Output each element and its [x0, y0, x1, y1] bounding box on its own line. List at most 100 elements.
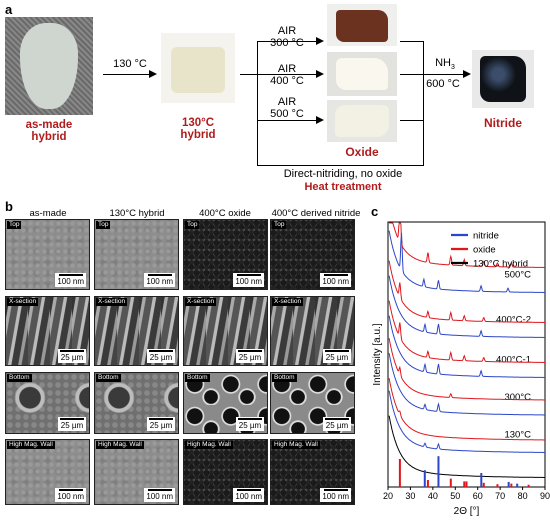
as-made-film	[20, 23, 78, 109]
micrograph-r2-c3: X-section 25 µm	[183, 296, 268, 366]
micrograph-r3-c4: Bottom 25 µm	[270, 372, 355, 434]
scale-bar: 100 nm	[144, 273, 175, 287]
scale-bar: 25 µm	[323, 417, 351, 431]
air-300-line2: 300 °C	[270, 37, 304, 49]
bracket-mid	[400, 74, 423, 75]
arrow-nh3-line	[423, 74, 463, 75]
reference-bar-oxide	[482, 482, 485, 487]
micrograph-tag: X-section	[96, 298, 128, 306]
x-tick-label: 20	[383, 491, 393, 501]
reference-bar-oxide	[463, 481, 466, 487]
reference-bar-nitride	[507, 481, 510, 487]
nitride-film	[480, 56, 526, 102]
scale-bar-label: 25 µm	[325, 421, 349, 430]
curve-label: 130°C	[504, 430, 531, 441]
air-300-line1: AIR	[277, 25, 297, 37]
temp-130-label: 130 °C	[113, 58, 147, 70]
reference-bar-oxide	[465, 481, 468, 487]
scale-bar-label: 100 nm	[322, 492, 349, 501]
hybrid-label-line2: hybrid	[180, 129, 216, 141]
air-400-line1: AIR	[277, 63, 297, 75]
scale-bar-label: 25 µm	[60, 421, 84, 430]
xrd-curve-7	[388, 353, 545, 416]
as-made-sample-image	[5, 17, 93, 115]
bracket-vertical	[423, 41, 424, 121]
curve-label: 400°C-1	[496, 355, 531, 366]
micrograph-r2-c4: X-section 25 µm	[270, 296, 355, 366]
micrograph-tag: High Mag. Wall	[185, 441, 233, 449]
arrow-500-line	[257, 120, 316, 121]
scale-bar-line	[147, 274, 172, 276]
micrograph-tag: Bottom	[96, 374, 121, 382]
arrow-500-head	[316, 116, 324, 124]
scale-bar-line	[238, 418, 262, 420]
micrograph-r4-c4: High Mag. Wall 100 nm	[270, 439, 355, 505]
scale-bar-line	[323, 274, 348, 276]
hybrid-film	[171, 47, 225, 93]
curve-label: 400°C-2	[496, 315, 531, 326]
scale-bar: 100 nm	[55, 273, 86, 287]
legend-label: oxide	[473, 245, 496, 256]
y-axis-label: Intensity [a.u.]	[372, 323, 383, 385]
scale-bar-label: 100 nm	[235, 277, 262, 286]
column-head-4: 400°C derived nitride	[271, 208, 361, 219]
heat-treatment-label: Heat treatment	[304, 181, 382, 193]
scale-bar: 100 nm	[320, 273, 351, 287]
scale-bar-line	[60, 350, 84, 352]
scale-bar: 25 µm	[147, 349, 175, 363]
oxide-400-film	[336, 58, 388, 90]
scale-bar-label: 25 µm	[149, 421, 173, 430]
oxide-400-image	[327, 52, 397, 96]
scale-bar-line	[58, 489, 83, 491]
air-500-line1: AIR	[277, 96, 297, 108]
as-made-label-line1: as-made	[25, 119, 73, 131]
micrograph-r1-c3: Top 100 nm	[183, 219, 268, 290]
micrograph-r3-c1: Bottom 25 µm	[5, 372, 90, 434]
column-head-1: as-made	[29, 208, 67, 219]
scale-bar-label: 25 µm	[60, 353, 84, 362]
reference-bar-oxide	[496, 484, 499, 487]
x-tick-label: 50	[450, 491, 460, 501]
oxide-label: Oxide	[345, 145, 379, 159]
micrograph-tag: Top	[185, 221, 200, 229]
scale-bar: 100 nm	[144, 488, 175, 502]
micrograph-tag: High Mag. Wall	[7, 441, 55, 449]
as-made-label-line2: hybrid	[31, 131, 67, 143]
air-400-line2: 400 °C	[270, 75, 304, 87]
reference-bar-oxide	[510, 483, 513, 487]
branch-vertical	[257, 41, 258, 165]
nitride-label: Nitride	[483, 116, 522, 130]
scale-bar-line	[149, 418, 173, 420]
x-tick-label: 90	[540, 491, 550, 501]
nh3-temp-label: 600 °C	[426, 78, 460, 90]
panel-a-letter: a	[5, 2, 13, 17]
xrd-curve-6	[388, 300, 545, 363]
scale-bar-line	[236, 489, 261, 491]
reference-bar-nitride	[437, 456, 440, 487]
air-500-line2: 500 °C	[270, 108, 304, 120]
x-tick-label: 80	[518, 491, 528, 501]
column-head-3: 400°C oxide	[199, 208, 251, 219]
scale-bar-label: 25 µm	[149, 353, 173, 362]
scale-bar-line	[238, 350, 262, 352]
xrd-curve-4	[388, 260, 545, 323]
xrd-curve-2	[389, 222, 545, 268]
scale-bar: 100 nm	[233, 273, 264, 287]
nh3-text: NH	[435, 57, 451, 69]
oxide-300-image	[327, 4, 397, 46]
micrograph-tag: X-section	[185, 298, 217, 306]
x-tick-label: 60	[473, 491, 483, 501]
micrograph-r1-c4: Top 100 nm	[270, 219, 355, 290]
scale-bar: 25 µm	[323, 349, 351, 363]
arrow-300-head	[316, 37, 324, 45]
bracket-bottom	[400, 120, 423, 121]
scale-bar-label: 25 µm	[238, 353, 262, 362]
xrd-curve-1	[388, 230, 545, 293]
micrograph-r1-c2: Top 100 nm	[94, 219, 179, 290]
arrow-1-line	[103, 74, 149, 75]
scale-bar-line	[149, 350, 173, 352]
scale-bar: 100 nm	[320, 488, 351, 502]
micrograph-tag: Bottom	[185, 374, 210, 382]
panel-c-letter: c	[371, 204, 379, 219]
arrow-400-line	[257, 74, 316, 75]
